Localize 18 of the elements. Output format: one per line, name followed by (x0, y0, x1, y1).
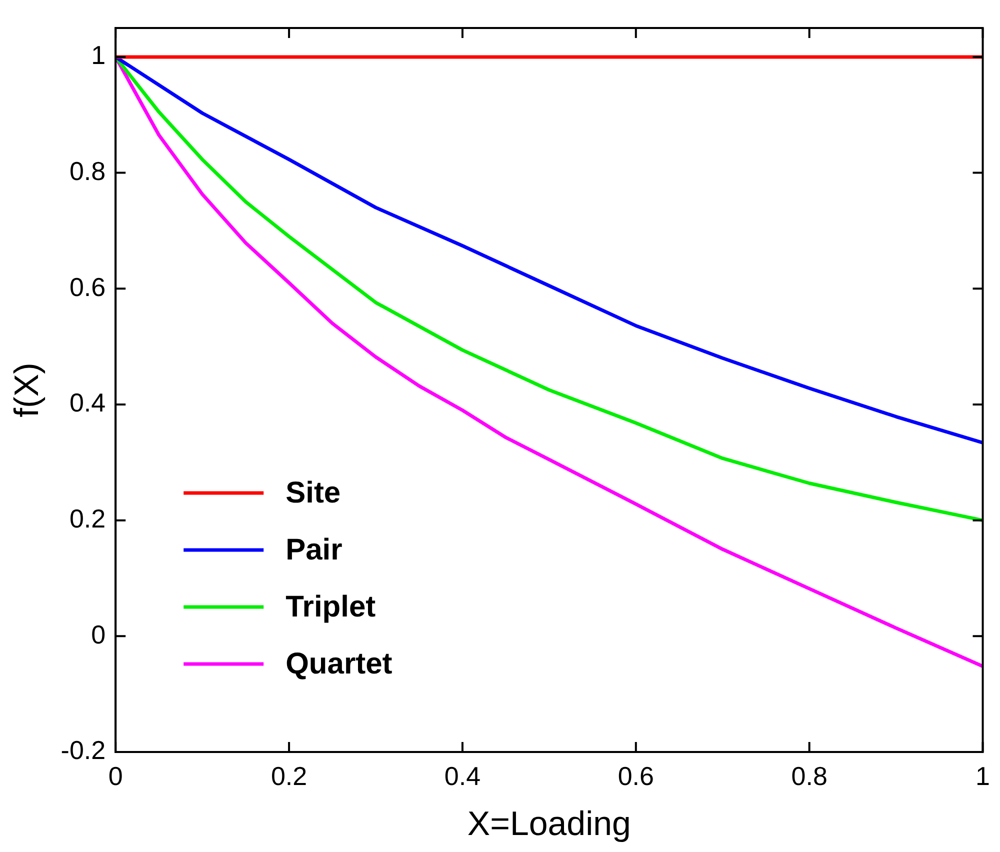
x-tick-label: 0.6 (618, 760, 654, 791)
y-tick-label: 0.2 (69, 503, 106, 534)
y-tick-label: 0.4 (69, 388, 106, 418)
y-tick-label: -0.2 (60, 735, 106, 766)
y-tick-label: 0.6 (69, 272, 106, 302)
x-tick-label: 0.2 (270, 760, 308, 791)
y-tick-label: 0 (91, 619, 106, 650)
legend-label: Triplet (286, 590, 376, 624)
x-axis-title: X=Loading (467, 804, 631, 843)
y-axis-title: f(X) (8, 362, 46, 418)
x-tick-label: 0.8 (791, 760, 828, 791)
legend-label: Pair (286, 533, 343, 566)
y-tick-label: 0.8 (69, 156, 106, 186)
x-tick-label: 0.4 (444, 760, 481, 791)
y-tick-label: 1 (91, 40, 106, 70)
x-tick-label: 1 (976, 760, 990, 791)
legend-label: Quartet (286, 647, 392, 680)
legend-label: Site (286, 476, 341, 510)
